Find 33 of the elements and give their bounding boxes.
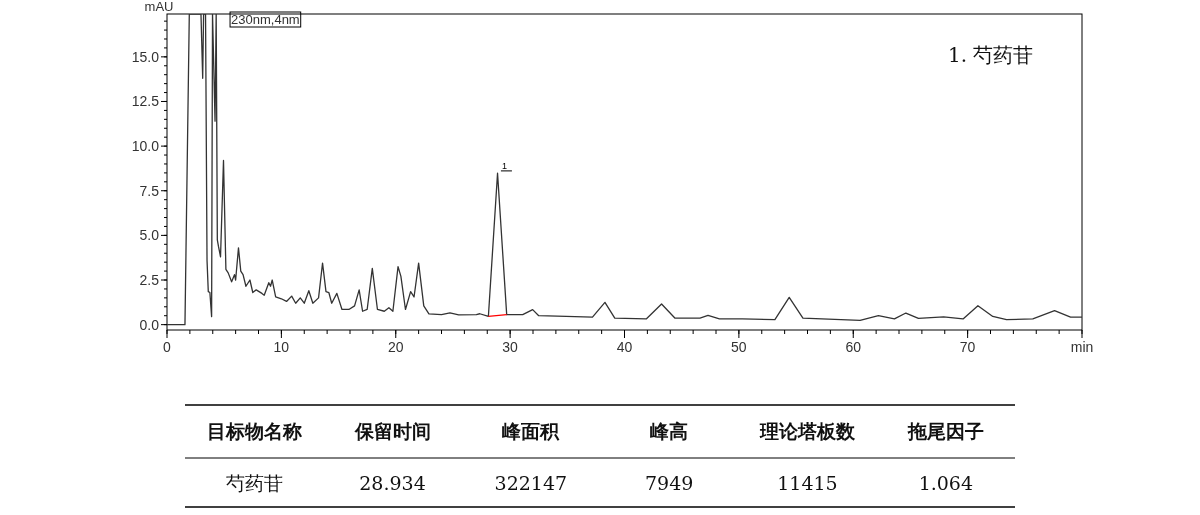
- text: 芍药苷: [225, 472, 283, 494]
- x-tick-label: 20: [387, 339, 404, 355]
- text: 峰面积: [502, 420, 561, 442]
- y-tick-label: 12.5: [131, 93, 160, 110]
- x-tick-label: 10: [273, 339, 290, 355]
- line-series: [167, 14, 1082, 326]
- text: 理论塔板数: [759, 420, 856, 442]
- text: 峰高: [650, 420, 689, 442]
- annotation: 230nm,4nm: [231, 12, 300, 27]
- y-tick-label: 7.5: [139, 182, 160, 199]
- y-tick-label: 0.0: [139, 316, 160, 333]
- x-axis-title: min: [1070, 339, 1094, 355]
- text: 拖尾因子: [906, 420, 984, 442]
- x-tick-label: 50: [731, 339, 747, 355]
- y-tick-label: 10.0: [131, 138, 160, 155]
- y-axis-title: mAU: [144, 0, 174, 14]
- annotation: 1: [501, 160, 507, 171]
- x-tick-label: 40: [616, 339, 633, 355]
- x-tick-label: 0: [163, 339, 172, 355]
- annotation: 1. 芍药苷: [948, 43, 1034, 67]
- x-tick-label: 70: [959, 339, 976, 355]
- x-tick-label: 30: [502, 339, 519, 355]
- text: 1.064: [918, 472, 974, 494]
- text: 322147: [494, 472, 568, 494]
- text: 保留时间: [353, 420, 431, 442]
- text: 7949: [644, 472, 694, 494]
- x-tick-label: 60: [845, 339, 862, 355]
- text: 11415: [777, 472, 838, 494]
- y-tick-label: 2.5: [139, 272, 160, 289]
- text: 目标物名称: [206, 420, 302, 442]
- y-tick-label: 5.0: [139, 227, 160, 244]
- text: 28.934: [359, 472, 426, 494]
- y-tick-label: 15.0: [131, 48, 160, 65]
